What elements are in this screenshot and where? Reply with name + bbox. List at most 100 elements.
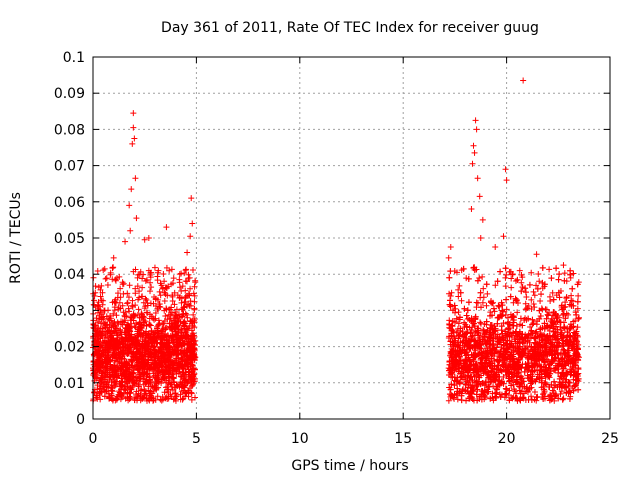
data-point <box>570 341 577 348</box>
data-point <box>502 274 509 281</box>
data-point <box>143 390 150 397</box>
data-point <box>125 373 132 380</box>
data-point <box>179 283 186 290</box>
data-point <box>447 292 454 299</box>
data-point <box>180 304 187 311</box>
data-point <box>555 276 562 283</box>
data-point <box>447 386 454 393</box>
data-point <box>94 351 101 358</box>
data-point <box>471 323 478 330</box>
data-point <box>480 285 487 292</box>
data-point <box>130 268 137 275</box>
data-point <box>465 299 472 306</box>
data-point <box>451 374 458 381</box>
data-point <box>109 397 116 404</box>
data-point <box>549 289 556 296</box>
data-point <box>575 316 582 323</box>
data-point <box>157 396 164 403</box>
data-point <box>159 321 166 328</box>
data-point <box>107 373 114 380</box>
data-point <box>484 290 491 297</box>
data-point <box>522 364 529 371</box>
data-point <box>128 186 135 193</box>
data-point <box>105 390 112 397</box>
data-point <box>555 289 562 296</box>
data-point <box>491 308 498 315</box>
data-point <box>190 372 197 379</box>
data-point <box>165 339 172 346</box>
data-point <box>156 348 163 355</box>
data-point <box>122 379 129 386</box>
data-point <box>123 350 130 357</box>
data-point <box>546 266 553 273</box>
data-point <box>472 315 479 322</box>
data-point <box>184 326 191 333</box>
data-point <box>553 265 560 272</box>
data-point <box>185 393 192 400</box>
data-point <box>122 324 129 331</box>
data-point <box>122 331 129 338</box>
data-point <box>103 275 110 282</box>
data-point <box>174 339 181 346</box>
data-point <box>456 314 463 321</box>
data-point <box>105 315 112 322</box>
data-point <box>170 350 177 357</box>
data-point <box>474 277 481 284</box>
data-point <box>466 390 473 397</box>
data-point <box>456 365 463 372</box>
data-point <box>127 389 134 396</box>
data-point <box>146 321 153 328</box>
data-point <box>570 355 577 362</box>
data-point <box>158 334 165 341</box>
data-point <box>488 298 495 305</box>
data-point <box>496 303 503 310</box>
data-point <box>166 351 173 358</box>
data-point <box>91 325 98 332</box>
data-point <box>166 367 173 374</box>
data-point <box>151 338 158 345</box>
data-point <box>131 323 138 330</box>
data-point <box>575 292 582 299</box>
data-point <box>562 315 569 322</box>
data-point <box>94 367 101 374</box>
data-point <box>191 394 198 401</box>
data-point <box>470 142 477 149</box>
data-point <box>158 282 165 289</box>
data-point <box>560 395 567 402</box>
data-point <box>525 360 532 367</box>
data-point <box>563 376 570 383</box>
data-point <box>137 375 144 382</box>
data-point <box>110 254 117 261</box>
data-point <box>111 347 118 354</box>
data-point <box>558 343 565 350</box>
data-point <box>151 316 158 323</box>
data-point <box>551 384 558 391</box>
data-point <box>129 338 136 345</box>
data-point <box>176 314 183 321</box>
data-point <box>182 278 189 285</box>
data-point <box>447 393 454 400</box>
data-point <box>502 166 509 173</box>
data-point <box>448 381 455 388</box>
y-tick-label: 0.01 <box>54 376 85 392</box>
data-point <box>136 370 143 377</box>
data-point <box>90 359 97 366</box>
data-point <box>151 332 158 339</box>
data-point <box>533 251 540 258</box>
data-point <box>561 347 568 354</box>
data-point <box>552 354 559 361</box>
data-point <box>94 267 101 274</box>
x-tick-label: 5 <box>192 431 201 447</box>
data-point <box>455 309 462 316</box>
data-point <box>547 298 554 305</box>
data-point <box>562 303 569 310</box>
data-point <box>135 383 142 390</box>
data-point <box>136 331 143 338</box>
data-point <box>154 393 161 400</box>
x-tick-label: 0 <box>89 431 98 447</box>
data-point <box>108 324 115 331</box>
data-point <box>185 371 192 378</box>
data-point <box>468 374 475 381</box>
data-point <box>448 327 455 334</box>
